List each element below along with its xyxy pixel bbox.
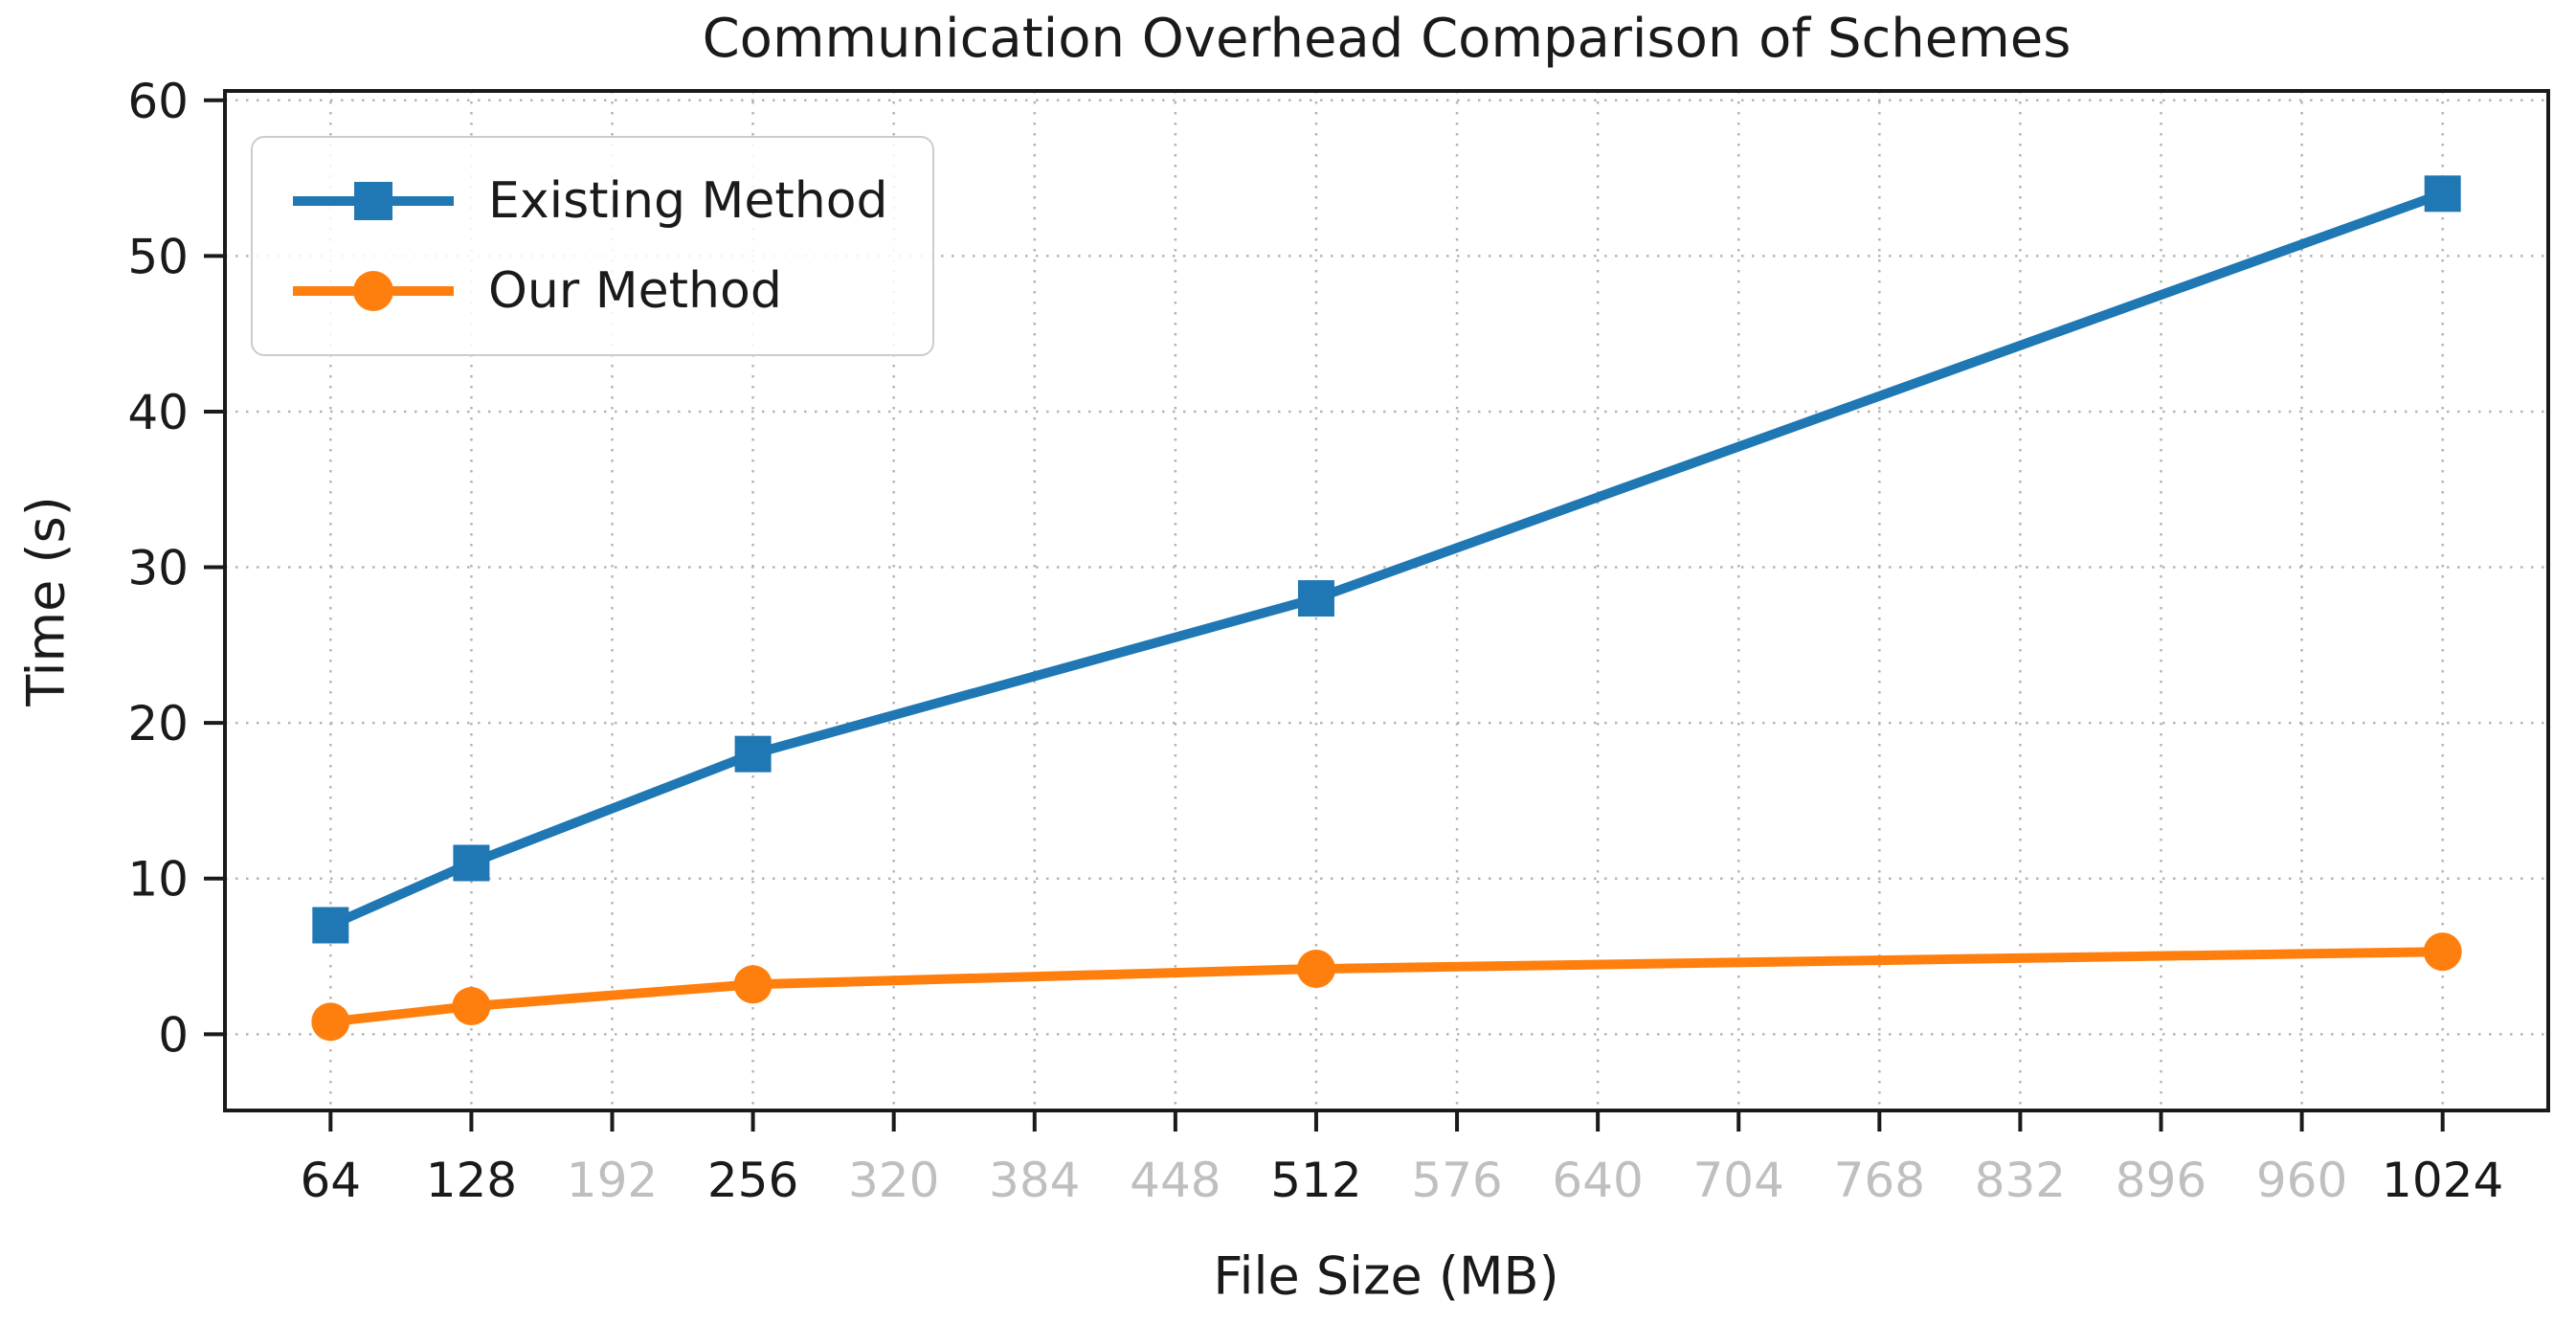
data-point-existing-method-512 [1297, 580, 1334, 617]
x-tick-label-384: 384 [989, 1153, 1080, 1208]
y-tick-label-30: 30 [127, 541, 189, 596]
x-tick-label-704: 704 [1693, 1153, 1784, 1208]
legend-sample-square-marker [354, 182, 392, 220]
x-tick-label-768: 768 [1834, 1153, 1925, 1208]
y-tick-label-40: 40 [127, 385, 189, 440]
x-tick-label-64: 64 [301, 1153, 362, 1208]
data-point-existing-method-1024 [2424, 175, 2461, 213]
x-tick-label-192: 192 [567, 1153, 658, 1208]
chart-title: Communication Overhead Comparison of Sch… [702, 8, 2072, 70]
data-point-existing-method-256 [734, 735, 772, 773]
y-tick-label-50: 50 [127, 229, 189, 284]
y-tick-label-20: 20 [127, 696, 189, 751]
data-point-our-method-512 [1296, 950, 1335, 989]
x-tick-label-1024: 1024 [2382, 1153, 2503, 1208]
x-tick-label-448: 448 [1130, 1153, 1221, 1208]
legend-label-existing-method: Existing Method [488, 172, 888, 230]
data-point-existing-method-64 [312, 907, 349, 944]
x-tick-label-128: 128 [426, 1153, 517, 1208]
data-point-our-method-128 [452, 987, 491, 1026]
data-point-our-method-256 [733, 965, 773, 1004]
x-tick-label-576: 576 [1411, 1153, 1502, 1208]
y-tick-label-10: 10 [127, 852, 189, 908]
our-method-line-sample [293, 271, 454, 311]
x-tick-label-640: 640 [1552, 1153, 1643, 1208]
legend-label-our-method: Our Method [488, 262, 782, 320]
legend-sample-circle-marker [353, 271, 393, 311]
legend: Existing Method Our Method [251, 136, 934, 356]
y-tick-label-60: 60 [127, 74, 189, 129]
x-axis-label: File Size (MB) [1213, 1245, 1559, 1307]
data-point-our-method-64 [311, 1002, 350, 1042]
x-tick-label-832: 832 [1975, 1153, 2066, 1208]
series-line-our-method [325, 947, 2448, 1027]
existing-method-line-sample [293, 182, 454, 220]
x-tick-label-256: 256 [707, 1153, 798, 1208]
data-point-our-method-1024 [2423, 932, 2462, 972]
x-tick-label-960: 960 [2256, 1153, 2347, 1208]
x-tick-label-512: 512 [1270, 1153, 1361, 1208]
x-tick-label-896: 896 [2116, 1153, 2206, 1208]
y-tick-label-0: 0 [158, 1007, 189, 1063]
legend-entry-existing-method: Existing Method [291, 172, 888, 230]
axes-spines [223, 89, 2550, 1112]
x-tick-label-320: 320 [848, 1153, 939, 1208]
legend-entry-our-method: Our Method [291, 262, 888, 320]
data-point-existing-method-128 [453, 844, 490, 882]
